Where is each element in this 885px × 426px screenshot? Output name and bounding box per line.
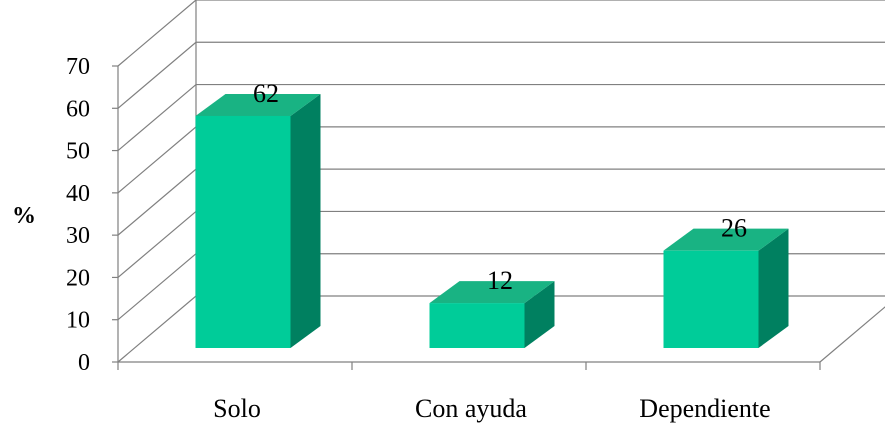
bar-top — [663, 228, 789, 251]
y-tick-label: 40 — [66, 181, 90, 207]
data-label: 62 — [253, 79, 279, 108]
y-axis-label: % — [12, 203, 36, 229]
bars-layer — [195, 93, 789, 348]
gridline — [117, 0, 885, 67]
data-label: 12 — [487, 266, 513, 295]
bar — [429, 281, 555, 348]
bar-side — [290, 93, 321, 348]
y-tick-label: 30 — [66, 223, 90, 249]
axis-layer — [112, 65, 821, 370]
y-tick-label: 20 — [66, 265, 90, 291]
data-label: 26 — [721, 214, 747, 243]
floor-right-edge — [819, 306, 885, 363]
bar-side — [758, 228, 789, 348]
y-tick-label: 0 — [78, 350, 90, 376]
y-tick-label: 50 — [66, 139, 90, 165]
bar-front — [195, 115, 291, 348]
bar — [663, 228, 789, 348]
y-tick-label: 10 — [66, 308, 90, 334]
labels-layer: 0 10 20 30 40 50 60 70 62 Solo 12 Con ayuda 26 Depend… — [66, 54, 771, 423]
x-tick-label: Con ayuda — [415, 394, 527, 423]
bar-side — [524, 281, 555, 348]
bar-front — [429, 303, 525, 348]
y-tick-label: 60 — [66, 96, 90, 122]
x-tick-label: Dependiente — [639, 394, 770, 423]
bar-top — [195, 93, 321, 116]
bar-top — [429, 281, 555, 304]
bar — [195, 93, 321, 348]
bar-front — [663, 250, 759, 348]
x-tick-label: Solo — [213, 394, 261, 423]
y-tick-label: 70 — [66, 54, 90, 80]
